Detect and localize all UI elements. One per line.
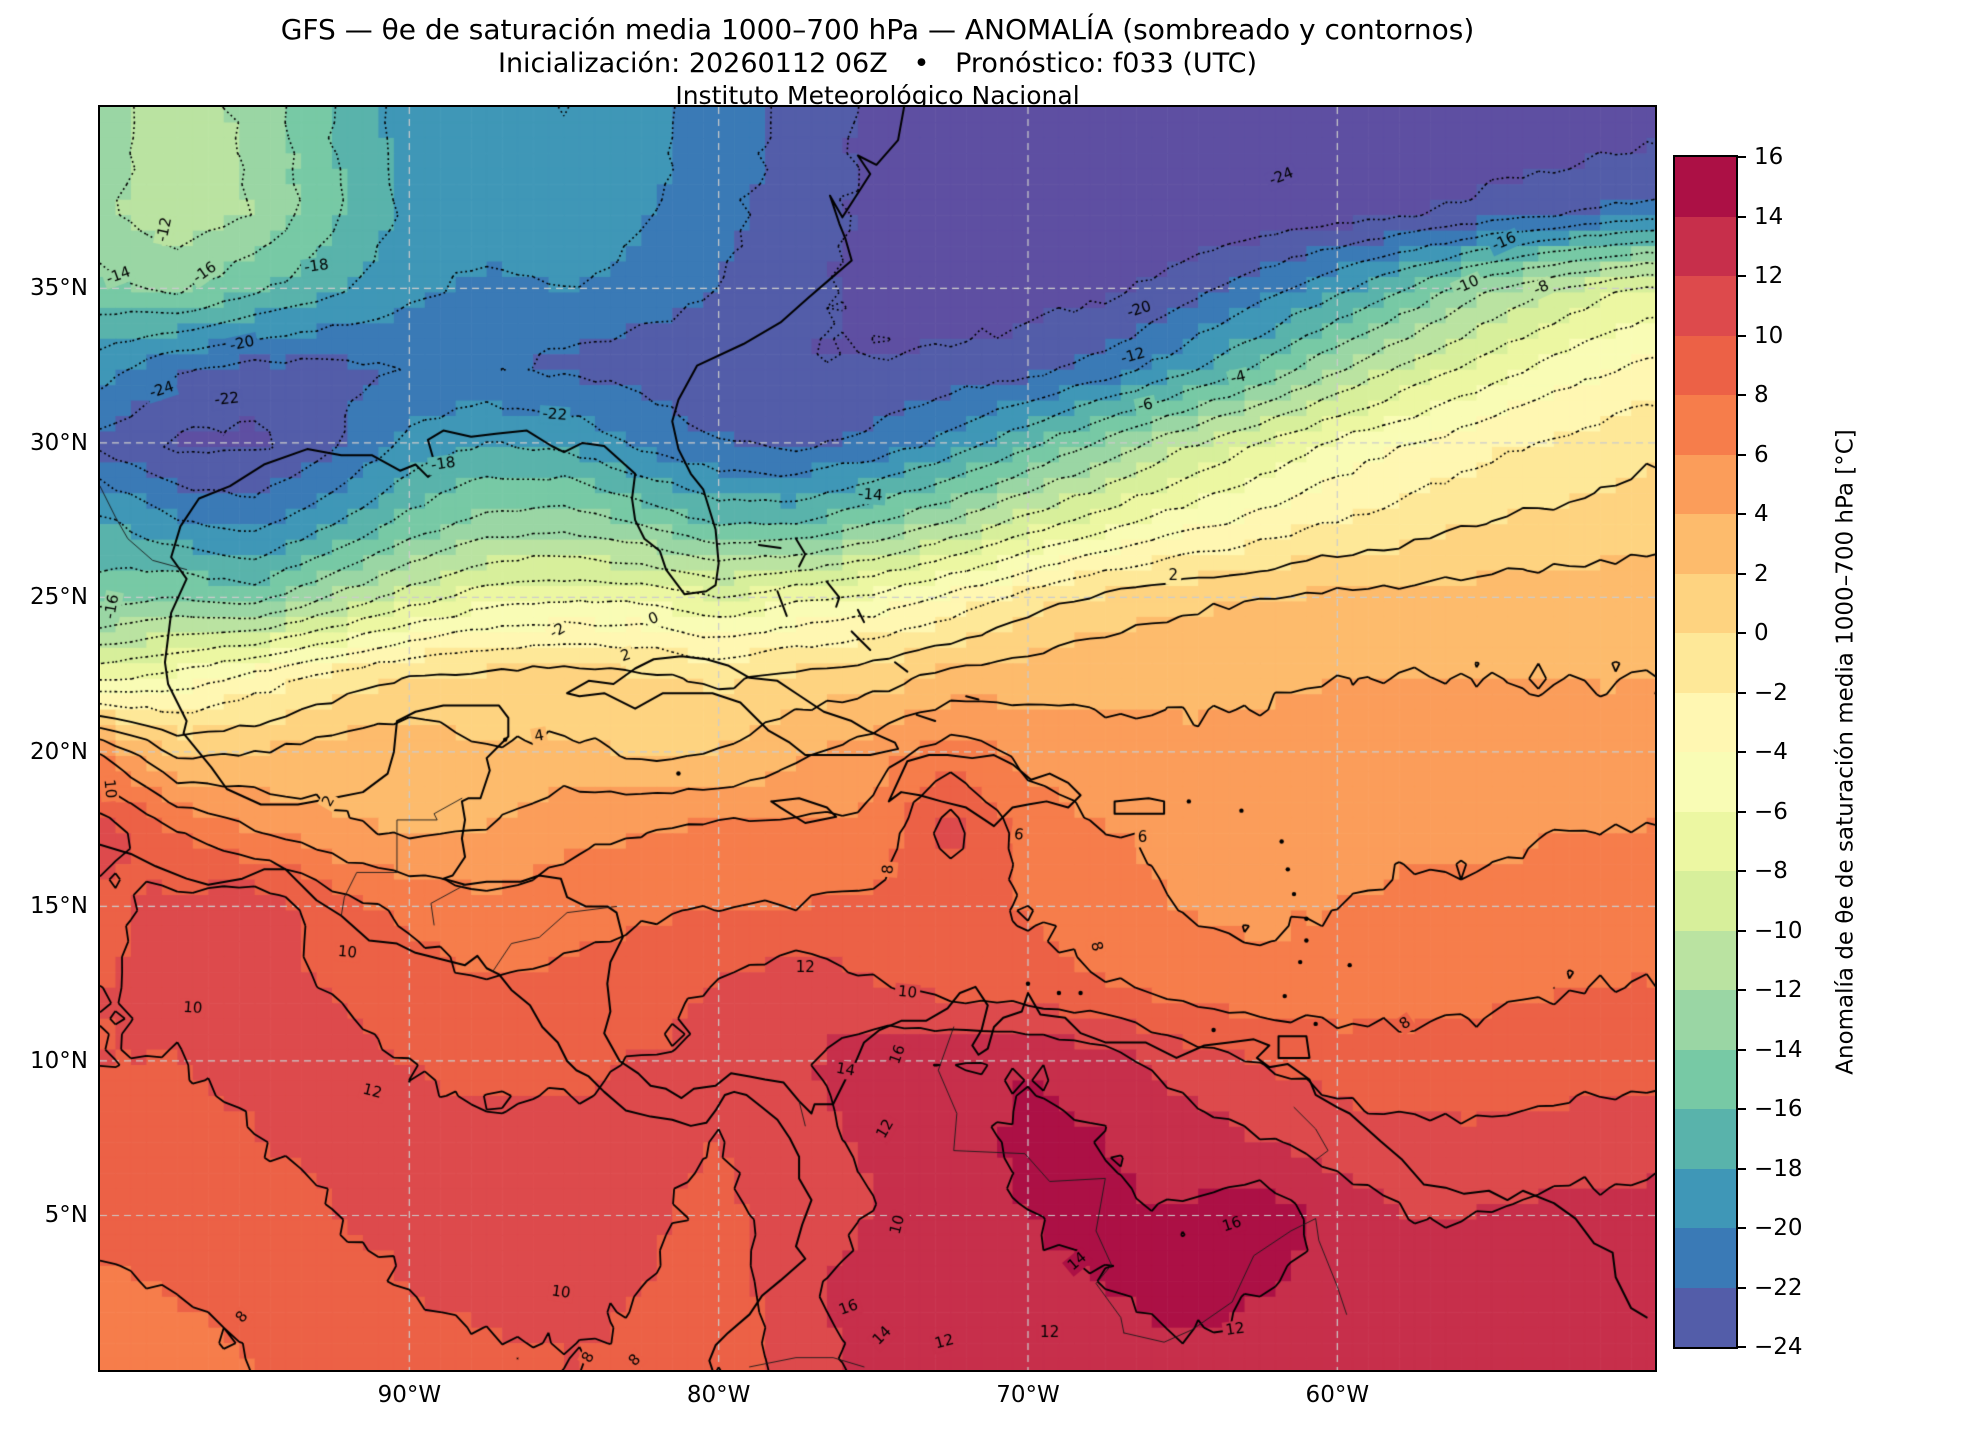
- colorbar-cell-16: [1675, 1109, 1736, 1169]
- colorbar-tick-label: −10: [1754, 917, 1803, 944]
- colorbar-cell-14: [1675, 990, 1736, 1050]
- colorbar-cell-2: [1675, 276, 1736, 336]
- colorbar-tick-mark: [1737, 870, 1746, 872]
- colorbar-cell-11: [1675, 811, 1736, 871]
- colorbar-tick-label: −22: [1754, 1274, 1803, 1301]
- colorbar-tick-mark: [1737, 215, 1746, 218]
- colorbar-cell-18: [1675, 1228, 1736, 1288]
- colorbar-cell-6: [1675, 514, 1736, 574]
- y-tick-10N: 10°N: [30, 1047, 88, 1074]
- colorbar-axis-label: Anomalía de θe de saturación media 1000–…: [1826, 157, 1866, 1347]
- colorbar-tick-label: 4: [1754, 501, 1769, 527]
- colorbar-tick-mark: [1737, 334, 1746, 337]
- anomaly-map-canvas: [100, 107, 1655, 1370]
- colorbar-cell-4: [1675, 395, 1736, 455]
- colorbar-tick-mark: [1737, 1286, 1746, 1289]
- chart-title: GFS — θe de saturación media 1000–700 hP…: [280, 13, 1475, 46]
- colorbar-tick-mark: [1737, 1048, 1746, 1051]
- colorbar-tick-mark: [1737, 1167, 1746, 1170]
- colorbar-tick-label: −20: [1754, 1215, 1803, 1241]
- colorbar-tick-mark: [1737, 691, 1746, 694]
- colorbar-cell-7: [1675, 573, 1736, 633]
- colorbar-tick-mark: [1737, 810, 1746, 813]
- colorbar-tick-label: 6: [1754, 441, 1769, 468]
- colorbar-tick-mark: [1737, 275, 1746, 277]
- colorbar-tick-label: 8: [1754, 382, 1769, 408]
- colorbar-tick-label: −2: [1754, 679, 1788, 706]
- colorbar-tick-label: −24: [1754, 1334, 1803, 1360]
- y-tick-25N: 25°N: [30, 584, 88, 611]
- colorbar-cell-5: [1675, 454, 1736, 514]
- colorbar-tick-label: −14: [1754, 1036, 1803, 1063]
- colorbar-tick-label: −16: [1754, 1096, 1803, 1122]
- colorbar-tick-mark: [1737, 632, 1746, 634]
- colorbar-tick-mark: [1737, 572, 1746, 575]
- colorbar: [1673, 155, 1738, 1349]
- colorbar-tick-label: 2: [1754, 560, 1769, 587]
- colorbar-cell-0: [1675, 157, 1736, 217]
- colorbar-cell-15: [1675, 1049, 1736, 1109]
- colorbar-cell-13: [1675, 930, 1736, 990]
- colorbar-tick-mark: [1737, 453, 1746, 456]
- colorbar-tick-mark: [1737, 929, 1746, 932]
- colorbar-cell-9: [1675, 692, 1736, 752]
- colorbar-cell-17: [1675, 1168, 1736, 1228]
- map-plot-area: [98, 105, 1657, 1372]
- colorbar-tick-mark: [1737, 1227, 1746, 1229]
- y-tick-30N: 30°N: [30, 429, 88, 456]
- x-tick-70W: 70°W: [996, 1382, 1060, 1408]
- colorbar-tick-mark: [1737, 751, 1746, 753]
- chart-institution: Instituto Meteorológico Nacional: [675, 81, 1080, 110]
- colorbar-tick-mark: [1737, 513, 1746, 515]
- colorbar-tick-label: −6: [1754, 798, 1788, 825]
- colorbar-tick-mark: [1737, 1108, 1746, 1110]
- x-tick-90W: 90°W: [377, 1382, 442, 1408]
- y-tick-5N: 5°N: [44, 1202, 88, 1229]
- colorbar-cell-8: [1675, 633, 1736, 693]
- y-tick-15N: 15°N: [30, 893, 88, 920]
- colorbar-tick-label: 16: [1754, 144, 1784, 170]
- colorbar-cell-1: [1675, 216, 1736, 276]
- colorbar-cell-10: [1675, 752, 1736, 812]
- colorbar-tick-mark: [1737, 394, 1746, 396]
- x-tick-60W: 60°W: [1305, 1382, 1370, 1408]
- y-tick-20N: 20°N: [30, 738, 88, 765]
- colorbar-tick-mark: [1737, 156, 1746, 158]
- colorbar-tick-label: 12: [1754, 263, 1784, 289]
- colorbar-tick-label: −8: [1754, 858, 1788, 884]
- title-block: GFS — θe de saturación media 1000–700 hP…: [100, 12, 1655, 111]
- colorbar-cell-12: [1675, 871, 1736, 931]
- colorbar-tick-label: 0: [1754, 620, 1769, 646]
- colorbar-tick-label: −18: [1754, 1155, 1803, 1182]
- colorbar-label-text: Anomalía de θe de saturación media 1000–…: [1833, 429, 1859, 1075]
- colorbar-cell-3: [1675, 335, 1736, 395]
- colorbar-tick-label: 14: [1754, 203, 1784, 230]
- colorbar-tick-mark: [1737, 1346, 1746, 1348]
- y-tick-35N: 35°N: [30, 275, 88, 302]
- colorbar-tick-label: −12: [1754, 977, 1803, 1003]
- x-tick-80W: 80°W: [686, 1382, 751, 1408]
- colorbar-tick-mark: [1737, 989, 1746, 991]
- colorbar-cell-19: [1675, 1287, 1736, 1347]
- chart-subtitle-run-forecast: Inicialización: 20260112 06Z • Pronóstic…: [497, 48, 1257, 79]
- colorbar-tick-label: 10: [1754, 322, 1784, 349]
- colorbar-tick-label: −4: [1754, 739, 1788, 765]
